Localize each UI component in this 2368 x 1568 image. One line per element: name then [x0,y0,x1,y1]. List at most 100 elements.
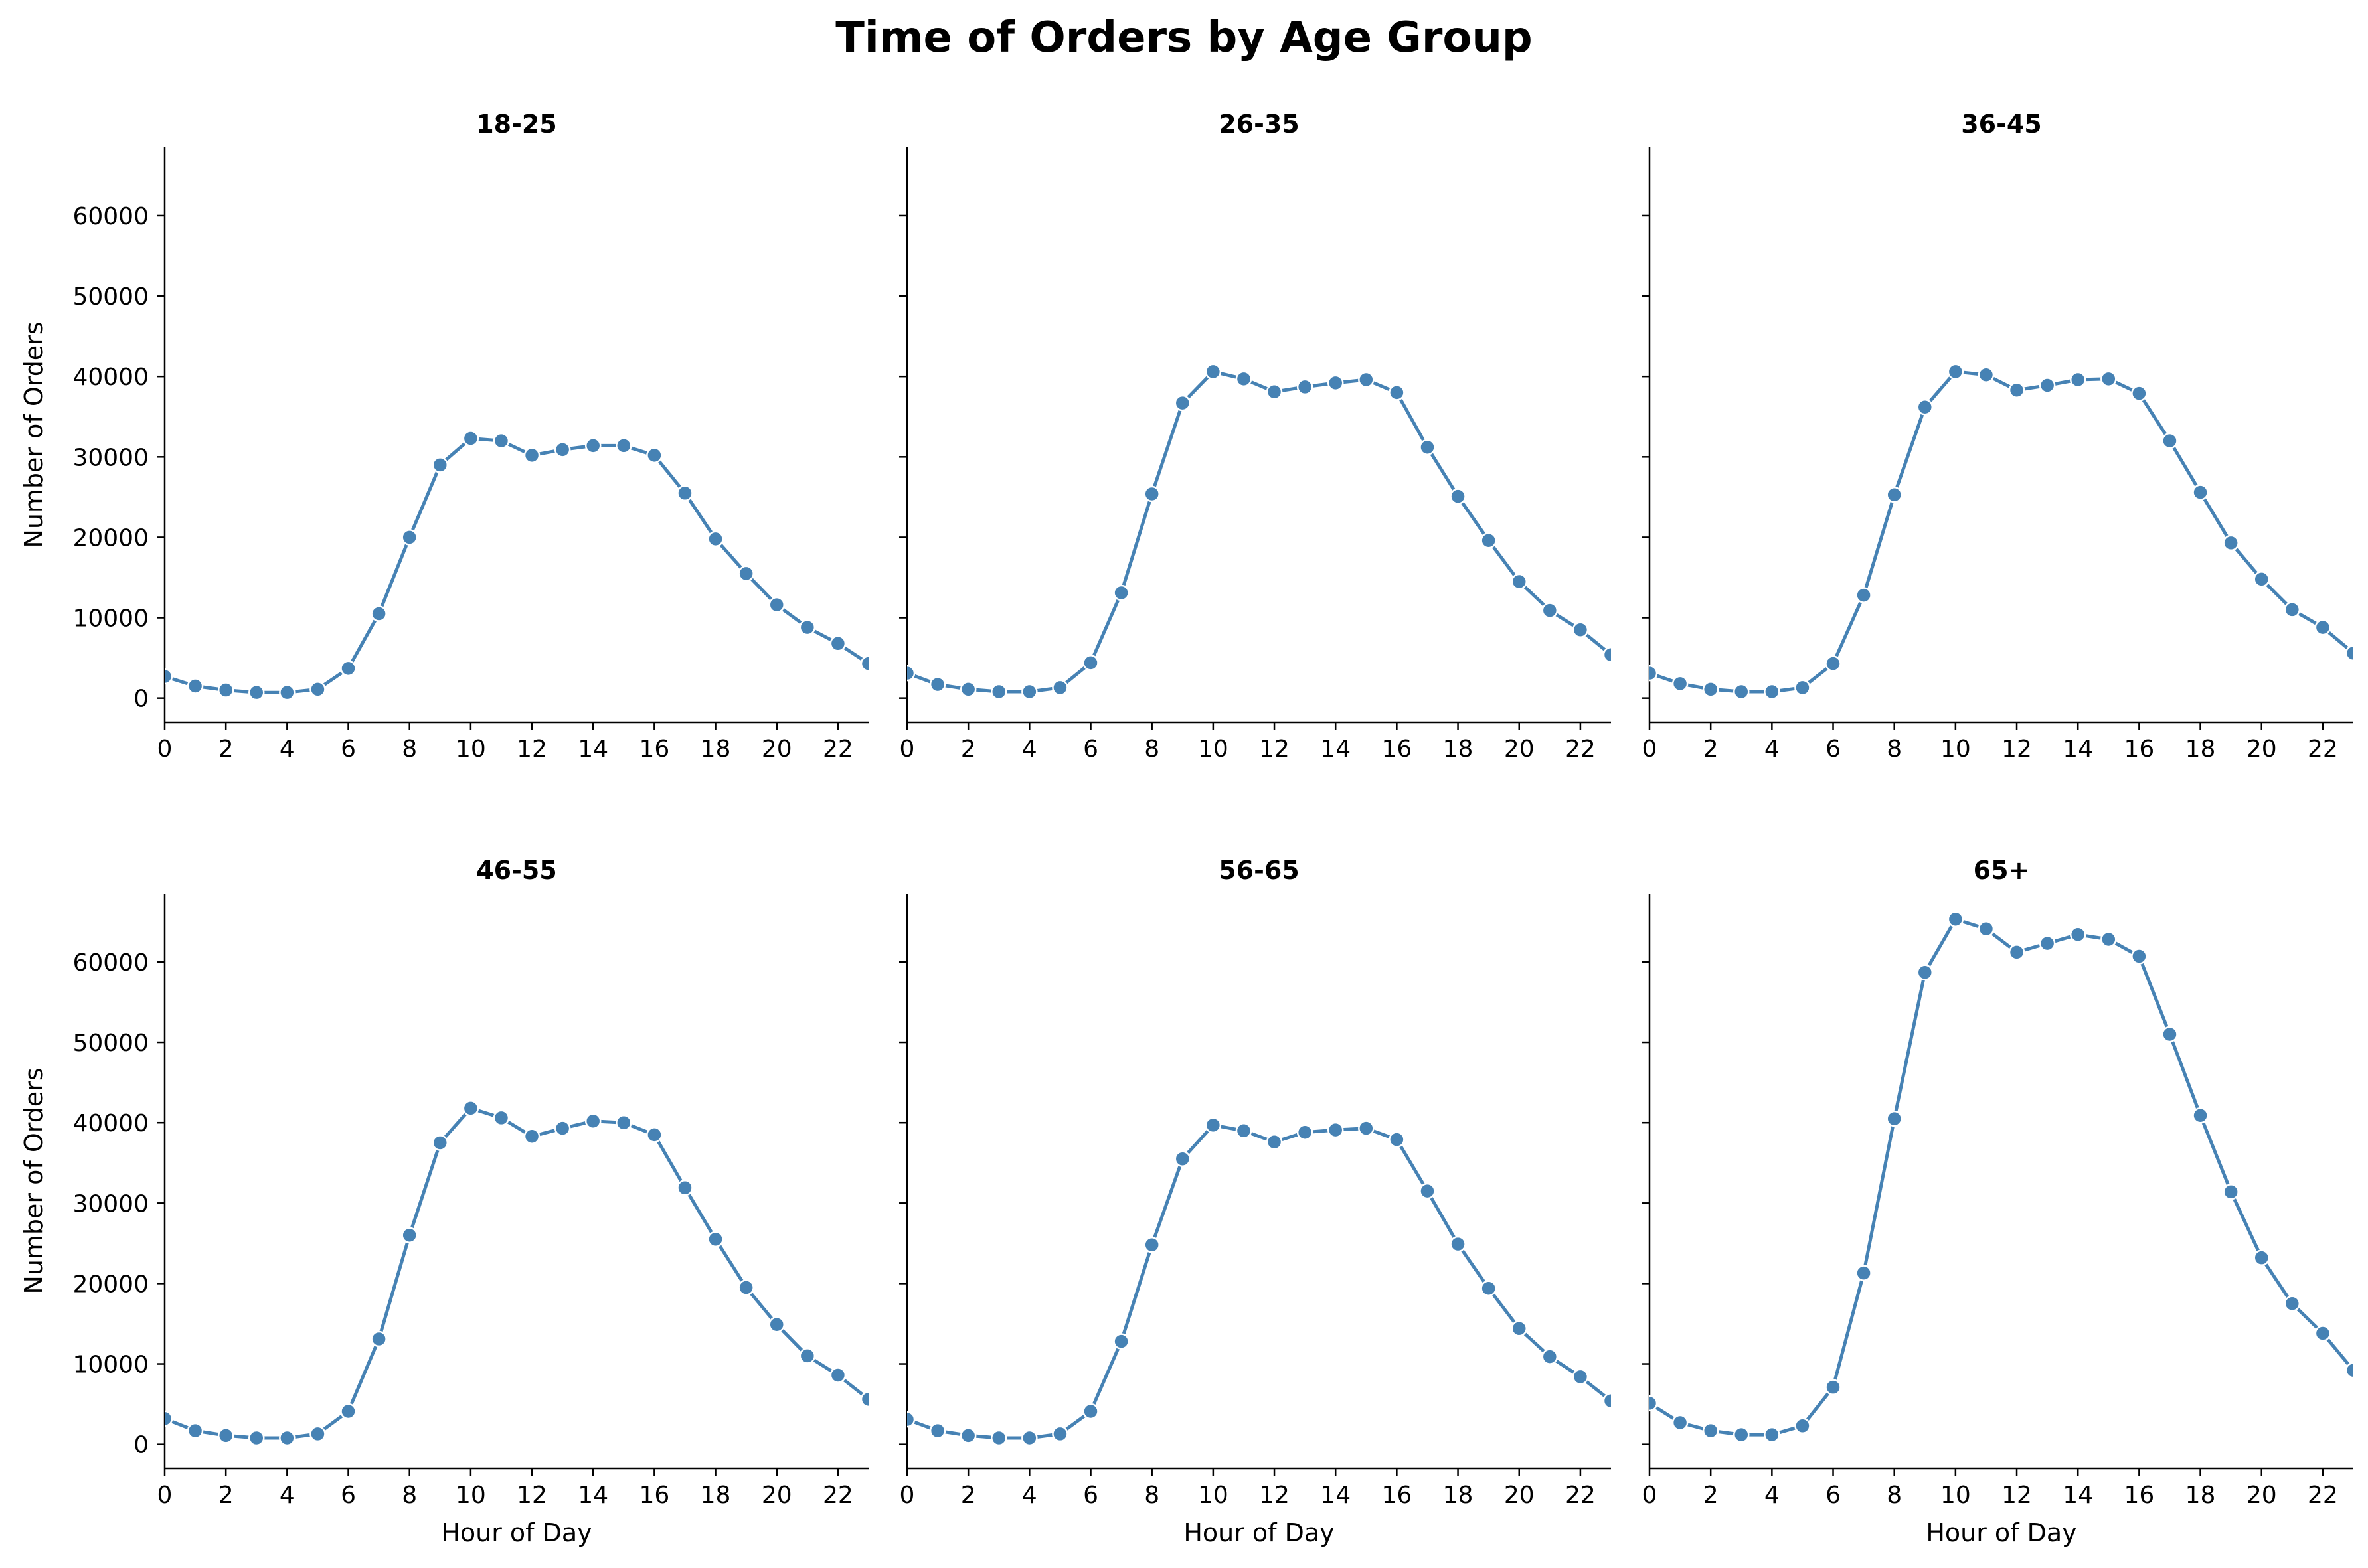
data-point [248,684,265,701]
data-point [1541,1348,1559,1365]
data-point [2253,1249,2270,1266]
x-tick-label: 22 [823,736,853,763]
data-point [2008,944,2025,961]
x-axis-label: Hour of Day [1183,1518,1334,1547]
data-point [371,1330,387,1348]
data-point [340,1403,357,1420]
data-point [2131,948,2148,965]
x-tick-label: 8 [1144,1482,1159,1509]
data-point [1855,587,1872,603]
x-tick-label: 20 [2246,736,2277,763]
x-tick-label: 22 [1565,736,1596,763]
x-tick-label: 8 [1144,736,1159,763]
data-point [616,437,632,454]
x-tick-label: 22 [1565,1482,1596,1509]
data-point [1266,1134,1283,1150]
data-point [1327,1121,1344,1138]
data-point [1419,439,1436,456]
x-tick-label: 12 [517,736,547,763]
data-point [2100,370,2117,388]
data-point [929,1422,946,1439]
x-tick-label: 0 [157,1482,173,1509]
data-point [432,1135,449,1151]
x-tick-label: 22 [823,1482,853,1509]
data-point [1886,486,1903,503]
x-tick-label: 10 [1198,1482,1228,1509]
y-axis-label: Number of Orders [19,321,48,548]
data-point [1266,383,1283,400]
data-point [1143,1237,1160,1253]
data-point [1947,363,1964,380]
data-point [1358,371,1375,388]
x-tick-label: 10 [1940,1482,1971,1509]
data-point [1764,1426,1780,1443]
data-point [1671,1414,1689,1431]
x-tick-label: 18 [701,736,731,763]
data-point [1082,1403,1099,1420]
x-tick-label: 14 [2063,736,2093,763]
x-tick-label: 14 [578,1482,608,1509]
data-point [799,1348,816,1364]
data-point [187,678,204,694]
series-group [165,430,869,701]
data-point [432,457,449,473]
x-tick-label: 18 [1443,1482,1474,1509]
data-point [1978,921,1995,937]
data-point [2161,1026,2178,1043]
data-point [1419,1182,1436,1200]
data-point [1764,683,1780,700]
x-tick-label: 16 [1381,736,1412,763]
x-tick-label: 16 [2124,736,2154,763]
x-tick-label: 10 [456,736,486,763]
x-tick-label: 20 [762,1482,792,1509]
data-point [1113,584,1130,601]
data-point [2192,1107,2209,1124]
x-tick-label: 18 [1443,736,1474,763]
panel-6: 65+ 0 2 4 6 8 10 12 14 16 18 20 22 Hour of Day [1642,856,2353,1547]
data-point [1358,1120,1375,1137]
data-point [554,1120,571,1137]
y-tick-label: 40000 [72,364,149,391]
series-group [907,363,1611,700]
data-point [1480,1280,1497,1296]
series-group [907,1117,1611,1447]
x-tick-label: 20 [762,736,792,763]
data-point [768,596,785,613]
series-group [1649,911,2353,1443]
y-tick-label: 30000 [72,444,149,471]
x-tick-label: 20 [2246,1482,2277,1509]
panel-title: 46-55 [476,856,557,885]
y-axis-label: Number of Orders [19,1067,48,1294]
data-point [554,441,571,458]
data-point [829,1367,847,1383]
data-point [1450,1235,1466,1253]
data-point [1480,532,1497,549]
data-point [646,447,663,464]
data-point [799,619,816,636]
data-point [1947,911,1964,928]
data-point [165,1410,173,1427]
x-tick-label: 10 [456,1482,486,1509]
data-point [1021,683,1038,700]
data-point [2069,371,2086,388]
data-point [1296,378,1313,396]
x-tick-label: 8 [402,1482,417,1509]
data-point [2314,1325,2331,1342]
y-tick-label: 10000 [72,1352,149,1379]
panel-4: 46-55 0 2 4 6 8 10 12 14 16 18 20 22 0 10000 20000 30000… [19,856,869,1547]
data-point [860,1391,869,1408]
data-point [738,565,754,582]
data-point [929,676,946,693]
x-tick-label: 0 [1642,1482,1657,1509]
data-point [860,655,869,672]
x-tick-label: 2 [961,1482,976,1509]
data-point [1174,1150,1191,1167]
data-point [1825,1379,1841,1395]
data-point [2223,1184,2239,1200]
data-point [340,660,357,677]
panel-2: 26-35 0 2 4 6 8 10 12 14 16 18 20 22 [899,110,1611,763]
data-point [2069,926,2086,943]
x-tick-label: 6 [1825,1482,1841,1509]
data-point [1794,1417,1811,1435]
